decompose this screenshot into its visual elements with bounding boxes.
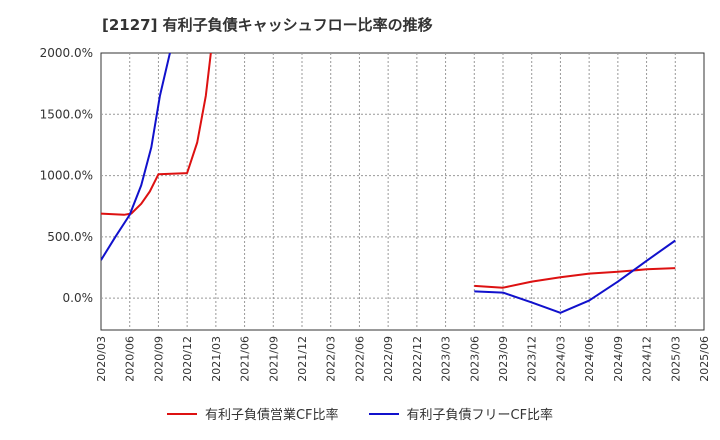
x-tick-label: 2023/06 (468, 336, 481, 382)
x-tick-label: 2022/06 (353, 336, 366, 382)
x-tick-label: 2023/12 (526, 336, 539, 382)
x-tick-label: 2020/09 (152, 336, 165, 382)
series-line-free-cf-segment-1 (101, 53, 171, 261)
x-tick-label: 2021/03 (210, 336, 223, 382)
y-tick-label: 2000.0% (40, 46, 93, 60)
x-tick-label: 2025/06 (698, 336, 711, 382)
x-tick-label: 2024/12 (641, 336, 654, 382)
y-tick-label: 1500.0% (40, 107, 93, 121)
legend: 有利子負債営業CF比率 有利子負債フリーCF比率 (0, 404, 720, 423)
x-tick-label: 2025/03 (669, 336, 682, 382)
legend-swatch-operating-cf (166, 412, 197, 415)
x-tick-label: 2022/09 (382, 336, 395, 382)
legend-label-operating-cf: 有利子負債営業CF比率 (204, 408, 339, 423)
legend-label-free-cf: 有利子負債フリーCF比率 (406, 408, 554, 423)
series-line-free-cf-segment-2 (474, 239, 676, 314)
x-tick-label: 2023/09 (497, 336, 510, 382)
y-tick-label: 500.0% (47, 230, 93, 244)
y-axis-ticks: 2000.0% 1500.0% 1000.0% 500.0% 0.0% (40, 46, 93, 305)
x-tick-label: 2021/06 (239, 336, 252, 382)
legend-item-free-cf: 有利子負債フリーCF比率 (368, 404, 554, 423)
x-tick-label: 2021/12 (296, 336, 309, 382)
x-tick-label: 2024/03 (554, 336, 567, 382)
y-tick-label: 0.0% (63, 291, 94, 305)
x-tick-label: 2022/03 (325, 336, 338, 382)
x-tick-label: 2024/06 (583, 336, 596, 382)
x-tick-label: 2023/03 (440, 336, 453, 382)
series-lines (101, 53, 676, 314)
x-tick-label: 2022/12 (411, 336, 424, 382)
legend-swatch-free-cf (368, 412, 399, 415)
legend-item-operating-cf: 有利子負債営業CF比率 (166, 404, 339, 423)
x-tick-label: 2021/09 (267, 336, 280, 382)
x-tick-label: 2020/12 (181, 336, 194, 382)
series-line-operating-cf-segment-1 (101, 53, 212, 216)
x-axis-ticks: 2020/03 2020/06 2020/09 2020/12 2021/03 2021/… (95, 336, 711, 382)
x-tick-label: 2024/09 (612, 336, 625, 382)
plot-area (100, 52, 705, 331)
x-tick-label: 2020/03 (95, 336, 108, 382)
series-line-operating-cf-segment-2 (474, 267, 676, 289)
chart-title: [2127] 有利子負債キャッシュフロー比率の推移 (102, 16, 433, 34)
x-tick-label: 2020/06 (124, 336, 137, 382)
y-tick-label: 1000.0% (40, 169, 93, 183)
